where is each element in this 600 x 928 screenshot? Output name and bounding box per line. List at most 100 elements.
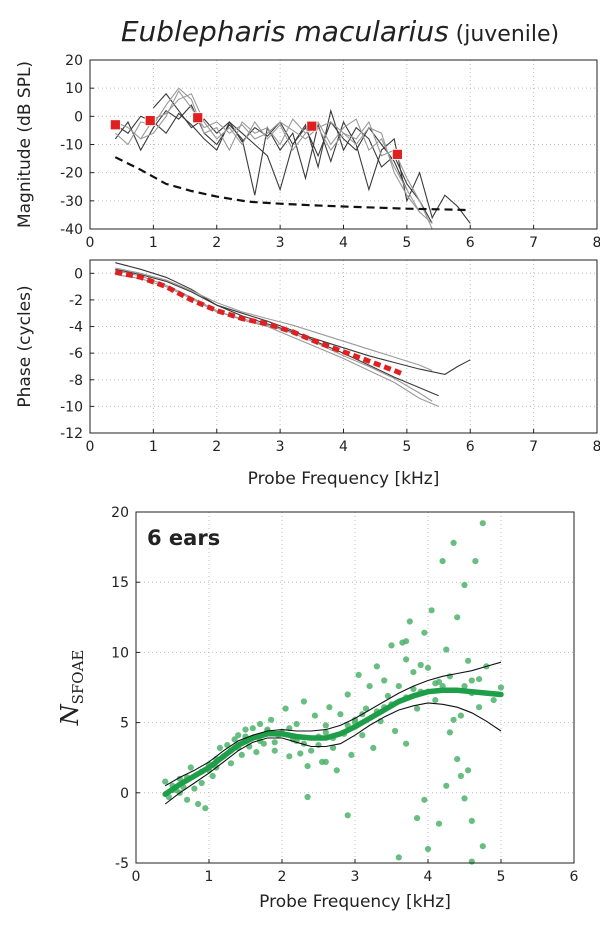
x-tick-label: 2 [278, 869, 287, 885]
y-tick-label: -2 [69, 293, 83, 309]
nsfoae-point [454, 756, 461, 763]
nsfoae-point [450, 716, 457, 723]
x-tick-label: 5 [402, 439, 411, 455]
magnitude-axes-frame [89, 59, 598, 230]
nsfoae-point [304, 793, 311, 801]
x-tick-label: 3 [276, 235, 285, 251]
nsfoae-point [472, 558, 479, 565]
figure-title: Eublepharis macularius (juvenile) [121, 15, 559, 48]
nsfoae-point [257, 720, 264, 728]
nsfoae-point [362, 705, 370, 712]
nsfoae-point [322, 722, 329, 729]
phase-curve-dark [115, 268, 439, 397]
y-tick-label: -10 [60, 399, 83, 415]
nsfoae-point [468, 817, 475, 825]
y-tick-label: 20 [65, 53, 83, 69]
x-tick-label: 2 [212, 439, 221, 455]
nsfoae-fit-lines [162, 661, 504, 805]
nsfoae-point [414, 705, 421, 712]
y-tick-label: 0 [74, 109, 83, 125]
nsfoae-point [216, 744, 223, 752]
y-tick-label: -20 [60, 166, 83, 182]
nsfoae-point [235, 732, 242, 739]
nsfoae-point [209, 772, 216, 780]
figure-title-suffix: (juvenile) [449, 22, 559, 47]
magnitude-marker [109, 119, 121, 131]
nsfoae-point [286, 753, 293, 760]
y-tick-label: -5 [115, 856, 129, 872]
nsfoae-point [322, 729, 329, 736]
x-tick-label: 3 [351, 869, 360, 885]
x-tick-label: 3 [276, 439, 285, 455]
nsfoae-point [359, 732, 366, 739]
nsfoae-point [344, 812, 351, 819]
nsfoae-point [454, 614, 461, 621]
x-tick-label: 7 [529, 439, 538, 455]
x-tick-label: 0 [132, 869, 141, 885]
nsfoae-grid [135, 511, 575, 864]
nsfoae-point [304, 763, 311, 770]
nsfoae-point [351, 716, 359, 723]
phase-xlabel: Probe Frequency [kHz] [248, 469, 440, 489]
nsfoae-point [479, 520, 486, 527]
nsfoae-point [388, 642, 395, 649]
magnitude-panel: 0 1 2 3 4 5 6 7 8 -40 -30 -20 -10 0 10 20 Magnitude (dB… [15, 53, 600, 251]
phase-curve-dark [115, 262, 471, 375]
x-tick-label: 0 [86, 439, 95, 455]
x-tick-label: 6 [466, 235, 475, 251]
magnitude-curve-light [115, 93, 433, 224]
nsfoae-point [268, 716, 275, 723]
y-tick-label: -12 [60, 426, 83, 442]
nsfoae-point [271, 747, 278, 754]
phase-curve-light [115, 274, 433, 402]
nsfoae-point [457, 772, 464, 780]
nsfoae-axes-frame [135, 511, 575, 864]
nsfoae-point [202, 805, 209, 812]
y-tick-label: 5 [120, 716, 129, 732]
magnitude-grid [89, 59, 598, 230]
nsfoae-point [461, 581, 468, 589]
y-tick-label: -30 [60, 194, 83, 210]
nsfoae-ylabel-main: N [56, 703, 84, 726]
y-tick-label: -4 [69, 320, 83, 336]
nsfoae-point [184, 796, 191, 803]
nsfoae-point [468, 858, 475, 865]
nsfoae-point [198, 779, 205, 787]
nsfoae-point [406, 618, 413, 625]
magnitude-marker [192, 112, 204, 124]
nsfoae-point [468, 677, 475, 684]
nsfoae-point [308, 747, 315, 754]
phase-curve-light [115, 270, 439, 407]
nsfoae-point [297, 750, 304, 757]
phase-curve-fit [114, 269, 405, 377]
phase-curve-light [115, 267, 433, 372]
nsfoae-point [446, 729, 453, 736]
nsfoae-point [395, 683, 402, 690]
nsfoae-point [249, 725, 256, 732]
nsfoae-point [410, 669, 417, 676]
nsfoae-point [395, 854, 402, 861]
nsfoae-point [282, 705, 289, 712]
nsfoae-point [322, 758, 329, 766]
nsfoae-point [421, 796, 428, 803]
nsfoae-point [326, 704, 333, 711]
magnitude-curve-light [140, 89, 421, 213]
nsfoae-point [428, 607, 435, 614]
x-tick-label: 1 [149, 439, 158, 455]
nsfoae-point [450, 539, 457, 547]
x-tick-label: 7 [529, 235, 538, 251]
nsfoae-ylabel-sub: SFOAE [69, 650, 87, 705]
nsfoae-point [476, 676, 483, 683]
nsfoae-point [490, 697, 497, 704]
nsfoae-fit-curve [162, 687, 504, 797]
nsfoae-point [435, 820, 443, 827]
magnitude-tick-labels: 0 1 2 3 4 5 6 7 8 -40 -30 -20 -10 0 10 20 [60, 53, 600, 251]
x-tick-label: 0 [86, 235, 95, 251]
phase-tick-labels: 0 1 2 3 4 5 6 7 8 -12 -10 -8 -6 -4 -2 0 [60, 266, 600, 455]
magnitude-ylabel: Magnitude (dB SPL) [15, 61, 35, 228]
nsfoae-point [461, 683, 468, 690]
nsfoae-point [311, 712, 318, 719]
x-tick-label: 4 [339, 235, 348, 251]
nsfoae-ci-lower-curve [164, 702, 502, 805]
